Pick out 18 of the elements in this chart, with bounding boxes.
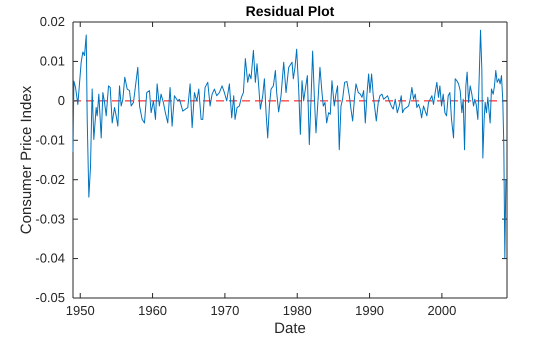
- x-tick-label: 1960: [138, 303, 168, 318]
- y-tick-label: -0.02: [35, 172, 65, 187]
- x-tick-label: 2000: [427, 303, 456, 318]
- x-tick-label: 1950: [66, 303, 95, 318]
- y-tick-label: -0.01: [35, 132, 65, 148]
- y-tick-label: 0: [58, 93, 65, 108]
- x-axis-title: Date: [274, 320, 306, 337]
- line-series: [72, 30, 506, 259]
- y-tick-label: -0.04: [35, 250, 65, 266]
- x-tick-label: 1980: [282, 303, 312, 318]
- y-tick-label: 0.02: [40, 14, 65, 30]
- y-tick-label: -0.03: [35, 211, 65, 226]
- chart-title: Residual Plot: [246, 3, 335, 19]
- y-axis-title: Consumer Price Index: [18, 85, 35, 234]
- y-tick-label: 0.01: [40, 54, 65, 69]
- x-tick-label: 1970: [210, 303, 240, 318]
- y-tick-label: -0.05: [35, 290, 65, 306]
- x-tick-label: 1990: [355, 303, 384, 318]
